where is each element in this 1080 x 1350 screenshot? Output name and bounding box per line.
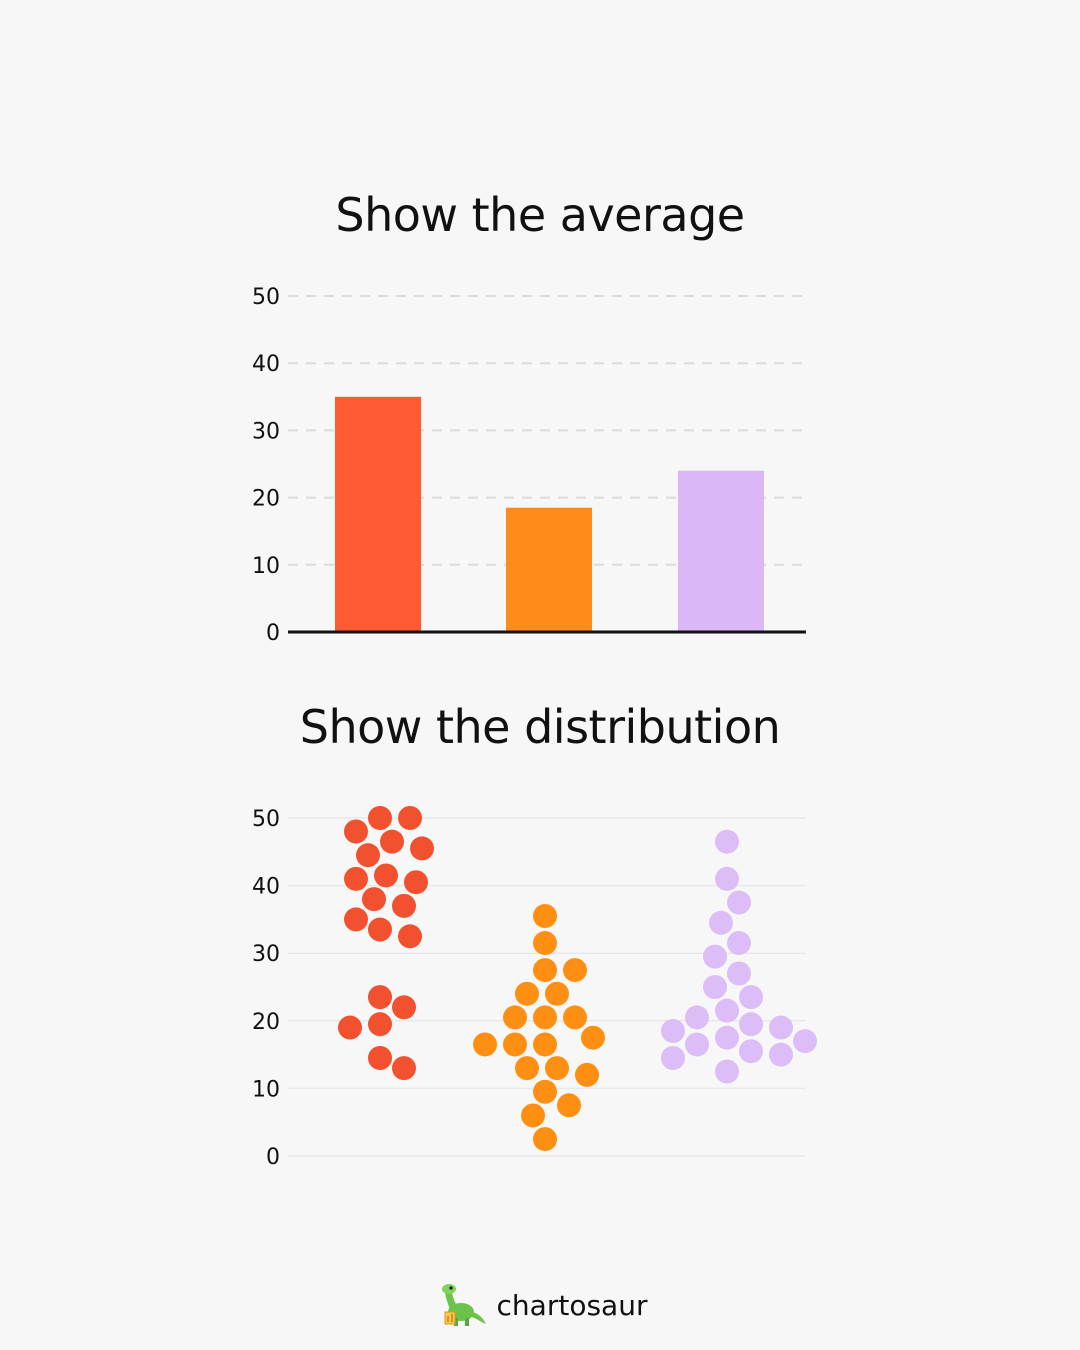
bar-y-tick-label: 20: [252, 487, 280, 512]
dot-b: [503, 1005, 527, 1030]
bar-b: [506, 507, 592, 632]
dot-b: [533, 904, 557, 929]
dot-a: [398, 806, 422, 830]
beeswarm-chart: 0 10 20 30 40 50: [252, 806, 817, 1170]
dot-a: [344, 866, 368, 891]
dot-a: [344, 819, 368, 844]
dot-c: [727, 961, 751, 986]
dot-a: [356, 843, 380, 868]
dot-b: [533, 1005, 557, 1030]
dot-c: [715, 1025, 739, 1050]
dot-c: [661, 1018, 685, 1043]
bar-y-tick-label: 10: [252, 554, 280, 579]
dot-c: [661, 1045, 685, 1070]
brand-name: chartosaur: [496, 1288, 648, 1322]
bar-y-tick-label: 0: [266, 621, 280, 646]
dot-a: [398, 924, 422, 949]
dot-a: [362, 887, 386, 912]
dot-b: [473, 1032, 497, 1057]
dot-a: [338, 1015, 362, 1040]
dot-a: [368, 1012, 392, 1037]
dot-c: [703, 944, 727, 969]
dot-a: [374, 863, 398, 888]
dot-c: [739, 1012, 763, 1037]
dot-a: [392, 893, 416, 918]
dot-a: [410, 836, 434, 861]
dot-b: [533, 931, 557, 956]
dot-a: [404, 870, 428, 895]
dot-c: [685, 1005, 709, 1030]
dot-b: [533, 958, 557, 983]
dot-b: [521, 1103, 545, 1128]
dot-c: [739, 1039, 763, 1064]
dot-c: [709, 910, 733, 935]
beeswarm-y-tick-label: 10: [252, 1077, 280, 1102]
dot-b: [533, 1079, 557, 1104]
dot-c: [769, 1015, 793, 1040]
bar-a: [335, 396, 421, 632]
beeswarm-y-tick-label: 40: [252, 875, 280, 900]
bar-y-tick-label: 40: [252, 352, 280, 377]
dot-b: [533, 1032, 557, 1057]
footer: chartosaur: [0, 1282, 1080, 1328]
dot-c: [727, 931, 751, 956]
dot-a: [368, 1045, 392, 1070]
dot-b: [515, 981, 539, 1006]
dot-a: [392, 995, 416, 1020]
dot-a: [368, 985, 392, 1010]
dot-b: [503, 1032, 527, 1057]
dot-c: [715, 866, 739, 891]
dot-b: [575, 1062, 599, 1087]
beeswarm-y-tick-label: 0: [266, 1145, 280, 1170]
dot-a: [392, 1056, 416, 1081]
dot-c: [715, 998, 739, 1023]
dot-b: [545, 981, 569, 1006]
dot-c: [769, 1042, 793, 1067]
beeswarm-y-tick-label: 30: [252, 942, 280, 967]
dot-c: [727, 890, 751, 915]
bar-chart: 0 10 20 30 40 50: [252, 285, 806, 646]
dot-b: [515, 1056, 539, 1081]
dot-c: [793, 1029, 817, 1054]
dot-c: [715, 1059, 739, 1084]
dot-c: [715, 829, 739, 854]
dot-c: [739, 985, 763, 1010]
dot-b: [533, 1127, 557, 1152]
bar-c: [678, 470, 764, 632]
bar-y-tick-label: 30: [252, 419, 280, 444]
dot-b: [563, 1005, 587, 1030]
dot-c: [685, 1032, 709, 1057]
dinosaur-icon: [441, 1284, 486, 1326]
dot-b: [581, 1025, 605, 1050]
bar-y-tick-label: 50: [252, 285, 280, 310]
beeswarm-y-tick-label: 50: [252, 807, 280, 832]
beeswarm-chart-title: Show the distribution: [299, 700, 781, 754]
dot-a: [368, 917, 392, 942]
dot-a: [368, 806, 392, 830]
beeswarm-y-tick-label: 20: [252, 1010, 280, 1035]
dot-c: [703, 975, 727, 999]
dot-a: [380, 829, 404, 854]
bar-chart-title: Show the average: [335, 188, 745, 242]
dot-b: [557, 1093, 581, 1118]
dot-b: [545, 1056, 569, 1081]
dot-a: [344, 907, 368, 932]
dot-b: [563, 958, 587, 983]
